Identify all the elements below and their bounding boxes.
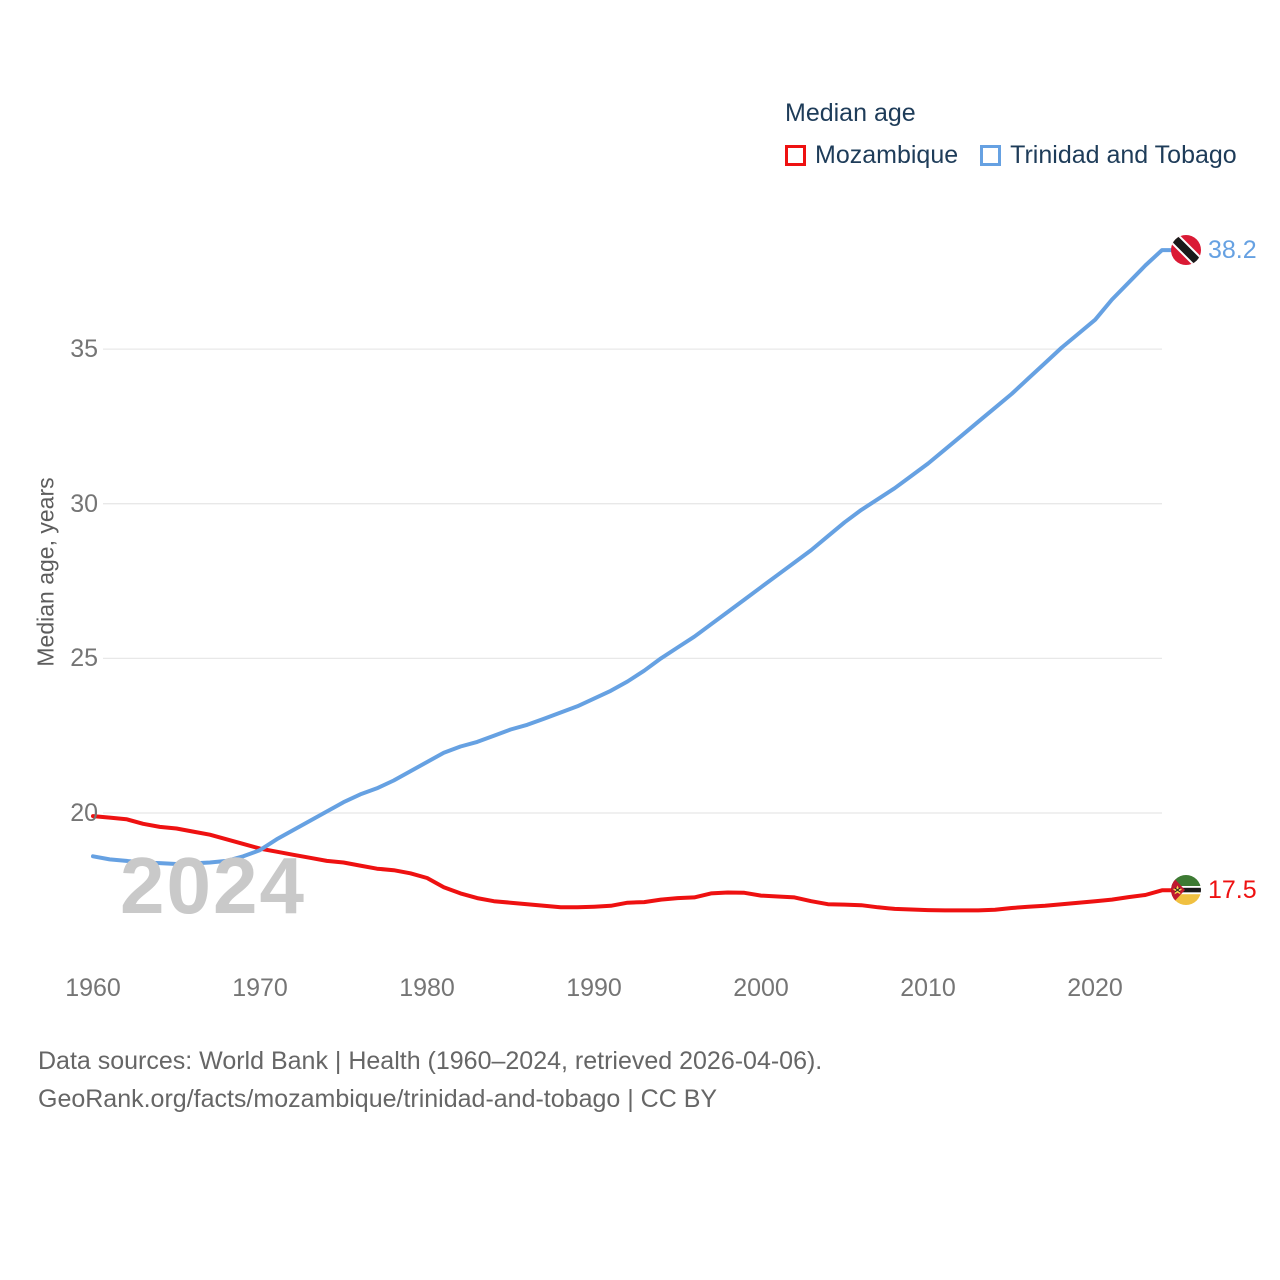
legend: Mozambique Trinidad and Tobago xyxy=(785,141,1237,170)
x-tick-1990: 1990 xyxy=(566,974,622,1002)
legend-item-mozambique: Mozambique xyxy=(785,141,958,170)
x-tick-2020: 2020 xyxy=(1067,974,1123,1002)
x-tick-1960: 1960 xyxy=(65,974,121,1002)
footer-attribution: GeoRank.org/facts/mozambique/trinidad-an… xyxy=(38,1085,718,1113)
trinidad-and-tobago-swatch-icon xyxy=(980,145,1002,166)
watermark-year: 2024 xyxy=(120,841,306,930)
y-tick-25: 25 xyxy=(70,644,98,672)
legend-item-trinidad-and-tobago: Trinidad and Tobago xyxy=(980,141,1237,170)
y-tick-20: 20 xyxy=(70,799,98,827)
x-tick-1970: 1970 xyxy=(232,974,288,1002)
mozambique-flag-icon xyxy=(1171,875,1201,905)
series-line-mozambique xyxy=(91,814,1182,913)
trinidad-and-tobago-flag-icon xyxy=(1171,235,1201,265)
series-line-trinidad-and-tobago xyxy=(91,248,1182,866)
end-value-mozambique: 17.5 xyxy=(1208,876,1257,904)
y-tick-30: 30 xyxy=(70,490,98,518)
x-tick-1980: 1980 xyxy=(399,974,455,1002)
end-value-trinidad-and-tobago: 38.2 xyxy=(1208,236,1257,264)
footer-data-sources: Data sources: World Bank | Health (1960–… xyxy=(38,1047,823,1075)
legend-title: Median age xyxy=(785,99,916,127)
x-tick-2000: 2000 xyxy=(733,974,789,1002)
mozambique-swatch-icon xyxy=(785,145,806,166)
legend-label-mozambique: Mozambique xyxy=(815,141,959,169)
legend-label-trinidad-and-tobago: Trinidad and Tobago xyxy=(1010,141,1237,169)
y-tick-35: 35 xyxy=(70,335,98,363)
x-tick-2010: 2010 xyxy=(900,974,956,1002)
